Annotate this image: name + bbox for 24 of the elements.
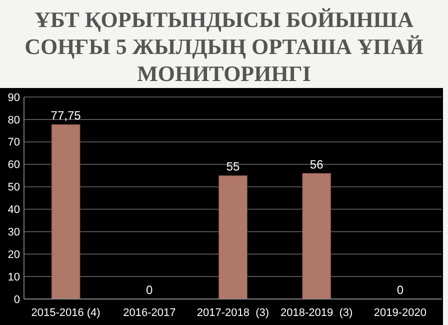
x-tick-label: 2019-2020 (374, 307, 427, 319)
y-tick-label: 90 (8, 92, 20, 104)
x-tick-label: 2016-2017 (123, 307, 176, 319)
bar (218, 175, 248, 300)
data-label: 56 (310, 157, 324, 172)
chart-title: ҰБТ ҚОРЫТЫНДЫСЫ БОЙЫНША СОҢҒЫ 5 ЖЫЛДЫҢ ОРТАША ҰПАЙ МОНИТОРИНГІ (24, 7, 424, 86)
y-tick-label: 40 (8, 204, 20, 216)
y-tick-label: 80 (8, 114, 20, 126)
bar (51, 124, 80, 300)
x-tick-label: 2015-2016 (4) (31, 307, 100, 319)
bar (302, 173, 332, 300)
data-label: 0 (146, 283, 154, 297)
y-tick-label: 10 (8, 271, 20, 284)
y-tick-label: 20 (8, 248, 20, 261)
x-tick-label: 2017-2018 (3) (196, 307, 270, 319)
y-tick-label: 60 (8, 159, 20, 172)
y-tick-label: 0 (14, 294, 20, 306)
data-label: 55 (226, 160, 240, 174)
data-label: 77,75 (50, 108, 82, 122)
y-tick-label: 30 (8, 226, 20, 239)
y-tick-label: 70 (8, 136, 20, 149)
data-label: 0 (396, 283, 404, 297)
y-tick-label: 50 (8, 182, 20, 194)
x-tick-label: 2018-2019 (3) (280, 307, 353, 319)
